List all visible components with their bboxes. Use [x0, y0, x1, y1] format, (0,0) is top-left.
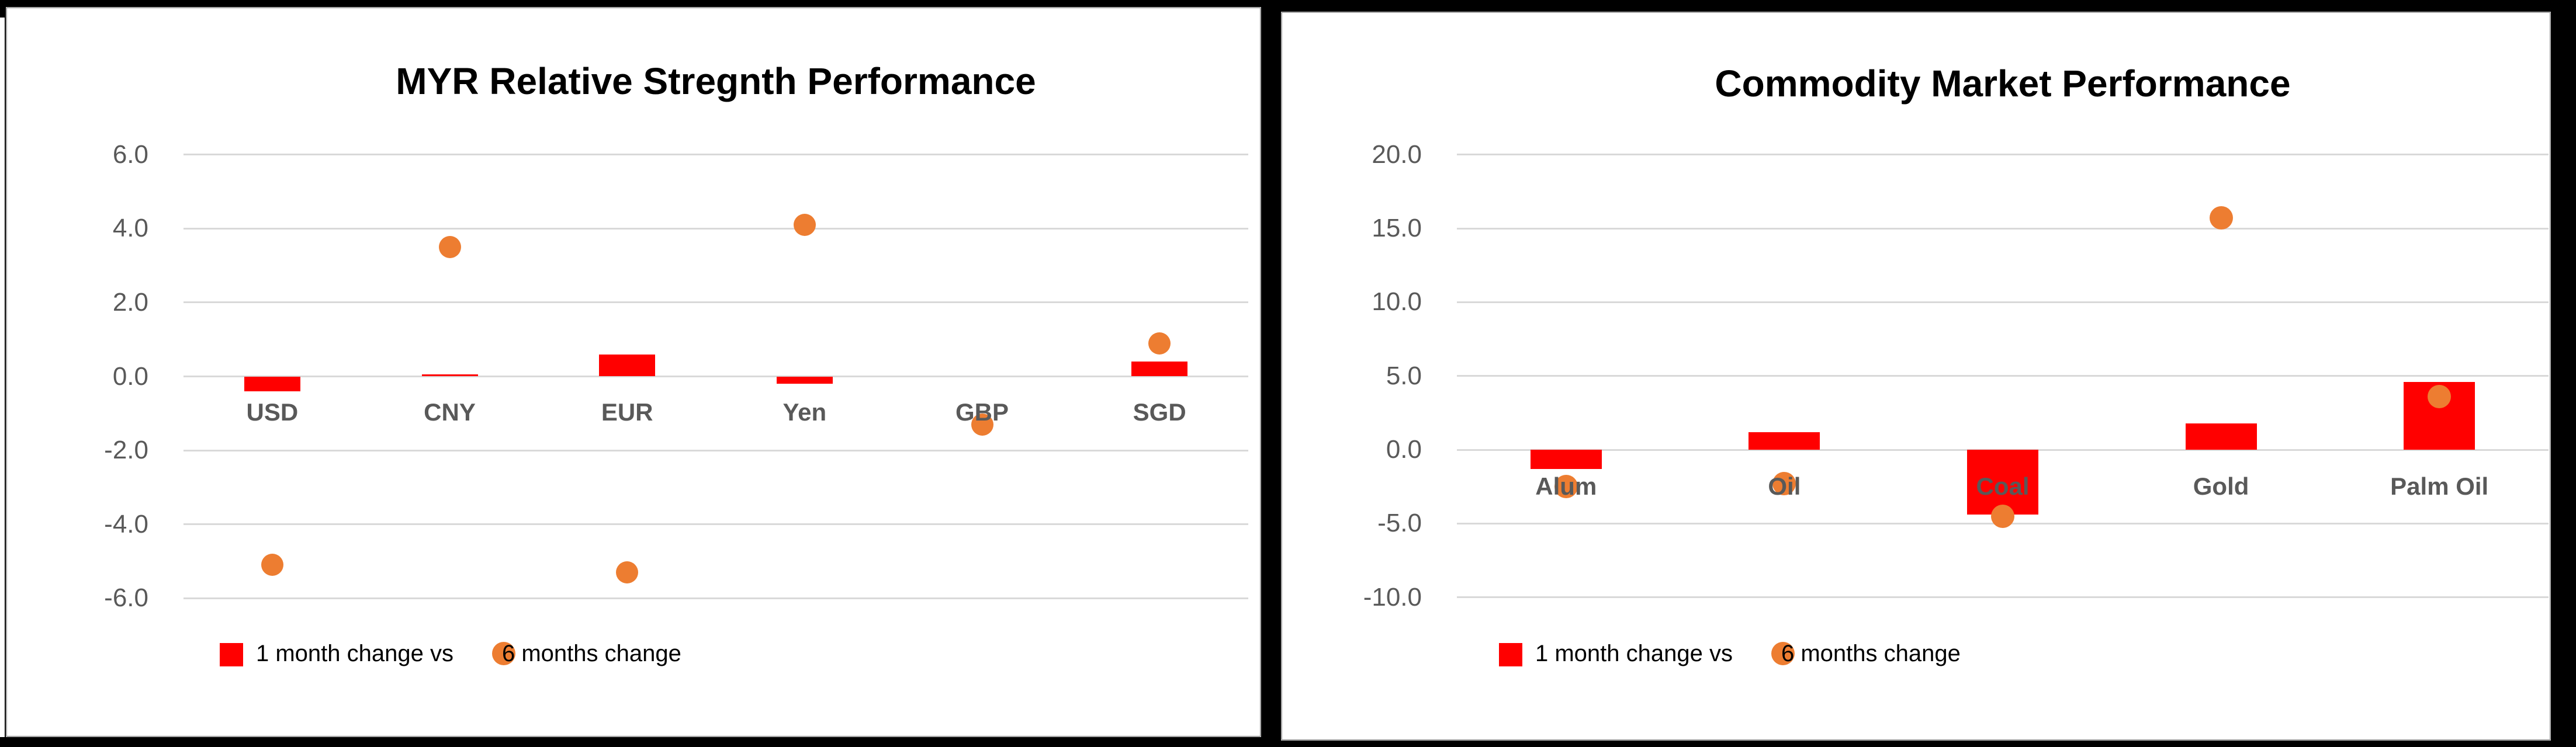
y-axis-tick-label: 0.0	[112, 362, 148, 391]
point-6-months-change-yen	[793, 213, 816, 236]
legend-bar-swatch	[220, 643, 243, 666]
category-label-gold: Gold	[2193, 472, 2249, 500]
y-axis-tick-label: -4.0	[104, 509, 148, 538]
point-6-months-change-eur	[616, 561, 639, 583]
point-6-months-change-palm-oil	[2428, 385, 2452, 409]
bar-1-month-change-alum	[1530, 450, 1602, 469]
bar-1-month-change-gold	[2185, 423, 2257, 450]
legend-point-marker-icon	[1771, 642, 1795, 665]
point-6-months-change-coal	[1991, 504, 2014, 528]
category-label-palm-oil: Palm Oil	[2390, 472, 2489, 500]
y-axis-tick-label: 0.0	[1386, 435, 1422, 464]
bar-1-month-change-usd	[244, 376, 300, 391]
y-axis-tick-label: 6.0	[112, 140, 148, 169]
category-label-cny: CNY	[424, 398, 476, 426]
chart-title: Commodity Market Performance	[1715, 62, 2291, 105]
y-axis-tick-label: 10.0	[1372, 287, 1422, 317]
legend-label-1-month: 1 month change vs	[1535, 641, 1733, 666]
point-6-months-change-alum	[1554, 475, 1578, 499]
gridline	[183, 523, 1248, 526]
legend-bar-swatch	[1499, 643, 1522, 666]
y-axis-tick-label: 5.0	[1386, 361, 1422, 390]
gridline	[183, 449, 1248, 451]
chart-title: MYR Relative Stregnth Performance	[396, 60, 1036, 102]
gridline	[1457, 375, 2549, 377]
gridline	[1457, 154, 2549, 156]
category-label-coal: Coal	[1976, 472, 2030, 500]
chart-card-commodity: Commodity Market Performance 20.0 15.0 10.0…	[1281, 12, 2551, 741]
point-6-months-change-gbp	[971, 413, 993, 436]
category-label-gbp: GBP	[955, 398, 1009, 426]
chart-card-myr: MYR Relative Stregnth Performance 6.0 4.0 2…	[6, 7, 1261, 737]
category-label-usd: USD	[246, 398, 299, 426]
y-axis-tick-label: 4.0	[112, 214, 148, 243]
point-6-months-change-sgd	[1148, 332, 1171, 355]
bar-1-month-change-oil	[1749, 432, 1820, 450]
point-6-months-change-gold	[2209, 206, 2233, 230]
legend-label-1-month: 1 month change vs	[256, 641, 453, 666]
category-label-yen: Yen	[783, 398, 827, 426]
bar-1-month-change-coal	[1967, 450, 2038, 515]
gridline	[183, 376, 1248, 377]
point-6-months-change-cny	[438, 235, 461, 258]
y-axis-tick-label: -10.0	[1363, 582, 1422, 612]
gridline	[183, 154, 1248, 156]
gridline	[183, 301, 1248, 304]
point-6-months-change-usd	[261, 554, 283, 576]
bar-1-month-change-cny	[421, 374, 478, 377]
y-axis-tick-label: -6.0	[104, 583, 148, 613]
y-axis-tick-label: -2.0	[104, 436, 148, 465]
point-6-months-change-oil	[1772, 472, 1796, 496]
left-edge-sliver	[0, 18, 5, 737]
bar-1-month-change-sgd	[1131, 362, 1188, 377]
y-axis-tick-label: -5.0	[1377, 509, 1422, 538]
gridline	[1457, 301, 2549, 303]
legend-label-6-months: 6 months change	[1781, 641, 1961, 666]
bar-1-month-change-eur	[599, 354, 656, 377]
legend-label-6-months: 6 months change	[502, 641, 681, 666]
legend-point-marker-icon	[492, 642, 515, 665]
gridline	[1457, 596, 2549, 599]
gridline	[1457, 227, 2549, 230]
gridline	[183, 597, 1248, 599]
category-label-oil: Oil	[1768, 472, 1801, 500]
category-label-alum: Alum	[1535, 472, 1597, 500]
category-label-eur: EUR	[601, 398, 653, 426]
category-label-sgd: SGD	[1133, 398, 1186, 426]
gridline	[183, 227, 1248, 230]
y-axis-tick-label: 15.0	[1372, 214, 1422, 243]
y-axis-tick-label: 20.0	[1372, 140, 1422, 169]
y-axis-tick-label: 2.0	[112, 287, 148, 317]
bar-1-month-change-yen	[776, 376, 833, 384]
